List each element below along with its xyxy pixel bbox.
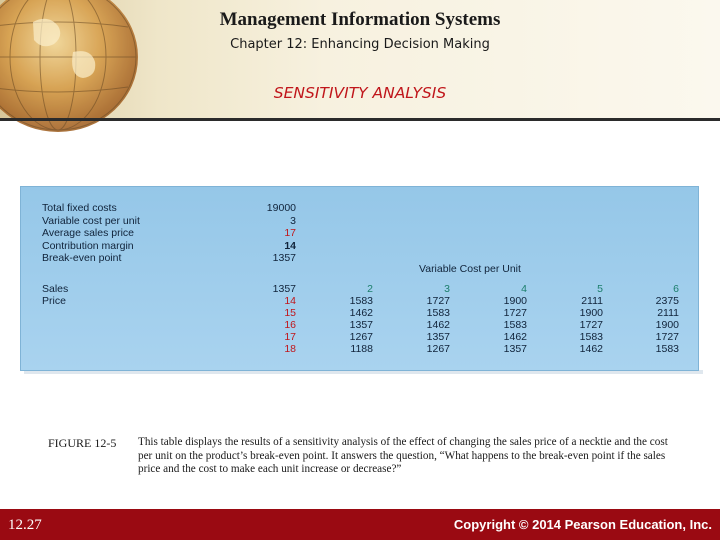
summary-value: 14: [284, 239, 296, 252]
break-even-cell: 1357: [503, 343, 527, 355]
break-even-cell: 1462: [426, 319, 450, 331]
summary-value: 1357: [272, 252, 296, 264]
price-value: 14: [284, 295, 296, 307]
figure-caption: This table displays the results of a sen…: [138, 436, 668, 475]
price-value: 16: [284, 319, 296, 331]
break-even-cell: 1583: [503, 319, 527, 331]
footer-bar: [0, 509, 720, 540]
slide-title: SENSITIVITY ANALYSIS: [273, 84, 447, 102]
break-even-cell: 1267: [349, 331, 373, 343]
sales-base-value: 1357: [272, 283, 296, 295]
break-even-cell: 1267: [426, 343, 450, 355]
summary-value: 3: [290, 214, 296, 227]
break-even-cell: 1357: [426, 331, 450, 343]
variable-cost-header: Variable Cost per Unit: [419, 263, 521, 275]
cost-column-header: 5: [597, 283, 603, 295]
globe-logo: [0, 0, 138, 132]
break-even-cell: 1583: [655, 343, 679, 355]
summary-label: Total fixed costs: [42, 202, 117, 214]
break-even-cell: 1727: [426, 295, 450, 307]
break-even-cell: 1900: [579, 307, 603, 319]
chapter-subtitle: Chapter 12: Enhancing Decision Making: [230, 37, 490, 52]
panel-shadow: [24, 370, 703, 374]
price-label: Price: [42, 295, 66, 307]
break-even-cell: 1188: [350, 343, 373, 355]
price-value: 15: [284, 307, 296, 319]
summary-label: Break-even point: [42, 252, 122, 264]
figure-label: FIGURE 12-5: [48, 436, 117, 450]
sensitivity-table-panel: Total fixed costs 19000 Variable cost per …: [20, 186, 699, 371]
break-even-cell: 1727: [579, 319, 603, 331]
break-even-cell: 1462: [503, 331, 527, 343]
break-even-cell: 2111: [657, 307, 679, 319]
price-value: 18: [284, 343, 296, 355]
break-even-cell: 1357: [349, 319, 373, 331]
cost-column-header: 2: [367, 283, 373, 295]
break-even-cell: 2111: [581, 295, 603, 307]
break-even-cell: 1462: [349, 307, 373, 319]
page-number: 12.27: [8, 517, 42, 533]
summary-value: 17: [284, 227, 296, 239]
cost-column-header: 6: [673, 283, 679, 295]
summary-label: Average sales price: [42, 227, 135, 239]
summary-value: 19000: [266, 202, 296, 214]
break-even-cell: 1462: [579, 343, 603, 355]
cost-column-header: 3: [444, 283, 450, 295]
copyright-notice: Copyright © 2014 Pearson Education, Inc.: [453, 517, 712, 532]
header-divider: [0, 118, 720, 121]
summary-label: Contribution margin: [42, 239, 134, 252]
break-even-cell: 1583: [349, 295, 373, 307]
break-even-cell: 2375: [655, 295, 679, 307]
summary-label: Variable cost per unit: [42, 214, 140, 227]
break-even-cell: 1583: [426, 307, 450, 319]
break-even-cell: 1900: [503, 295, 527, 307]
break-even-cell: 1583: [579, 331, 603, 343]
break-even-cell: 1900: [655, 319, 679, 331]
break-even-cell: 1727: [503, 307, 527, 319]
price-value: 17: [284, 331, 296, 343]
sales-label: Sales: [42, 283, 69, 295]
book-title: Management Information Systems: [219, 9, 501, 30]
cost-column-header: 4: [521, 283, 527, 295]
break-even-cell: 1727: [655, 331, 679, 343]
